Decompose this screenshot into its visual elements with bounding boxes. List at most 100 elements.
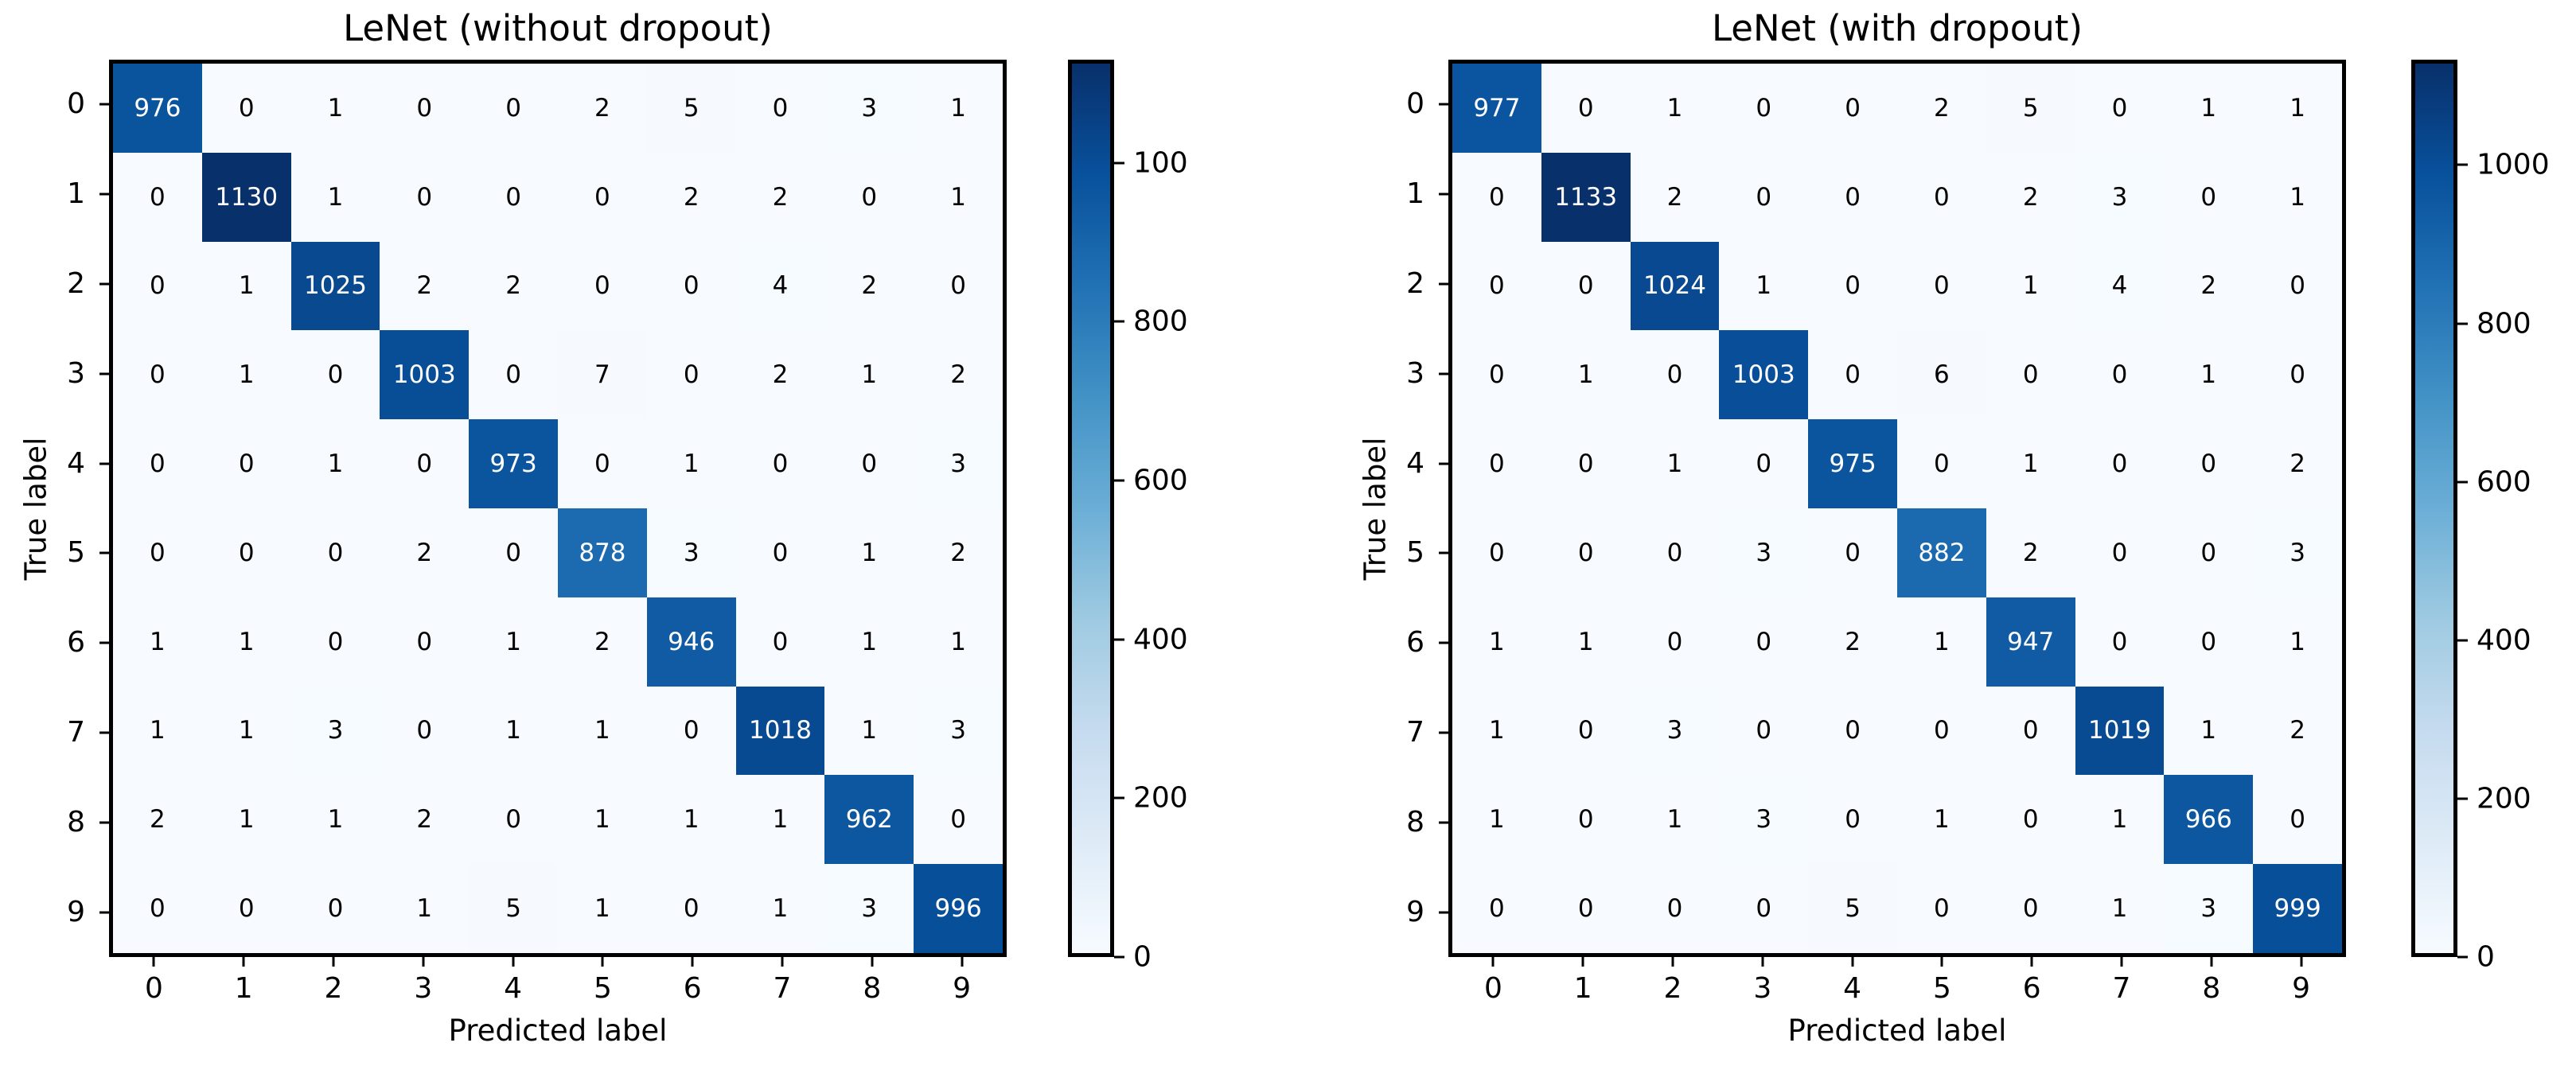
x-axis-tick-labels: 0 1 2 3 4 5 6 7 8 9 <box>109 971 1007 1007</box>
matrix-cell: 1 <box>1541 330 1631 420</box>
y-tick <box>1439 821 1448 824</box>
x-tick-label: 5 <box>593 972 612 1005</box>
matrix-cell: 0 <box>1541 241 1631 331</box>
matrix-cell: 0 <box>290 508 380 597</box>
matrix-cell: 0 <box>1808 508 1897 597</box>
matrix-cell: 966 <box>2164 775 2254 865</box>
y-tick <box>99 641 109 644</box>
matrix-cell: 1025 <box>290 241 380 331</box>
matrix-cell: 1 <box>735 864 825 953</box>
x-tick <box>2120 957 2123 967</box>
matrix-cell: 3 <box>1719 508 1809 597</box>
matrix-cell: 1 <box>1452 775 1541 865</box>
matrix-cell: 1 <box>646 419 736 508</box>
matrix-cell: 0 <box>1452 508 1541 597</box>
heatmap-grid: 977 0 1 0 0 2 5 0 1 1 0 1133 2 0 0 0 2 3 0 1 0 0 1024 1 0 0 1 4 2 0 0 1… <box>1452 64 2342 953</box>
matrix-cell: 0 <box>1630 597 1720 687</box>
x-tick-label: 8 <box>2202 972 2221 1005</box>
x-tick <box>1761 957 1764 967</box>
matrix-cell: 3 <box>914 419 1003 508</box>
matrix-cell: 1 <box>2253 597 2342 687</box>
colorbar-tick-label: 0 <box>1133 940 1152 974</box>
colorbar-tick-label: 800 <box>1133 305 1188 338</box>
matrix-cell: 1 <box>290 419 380 508</box>
matrix-cell: 6 <box>1897 330 1986 420</box>
matrix-cell: 0 <box>735 508 825 597</box>
y-tick <box>99 911 109 914</box>
matrix-cell: 0 <box>1719 152 1809 242</box>
matrix-cell: 1 <box>201 686 291 776</box>
y-tick-label: 7 <box>1406 716 1424 749</box>
y-tick <box>99 821 109 824</box>
matrix-cell: 0 <box>1541 686 1631 776</box>
matrix-cell: 2 <box>113 775 202 865</box>
matrix-cell: 0 <box>1808 64 1897 153</box>
colorbar-tick <box>2457 639 2468 642</box>
y-tick-label: 8 <box>67 805 85 838</box>
x-tick-label: 4 <box>1843 972 1862 1005</box>
matrix-cell: 0 <box>201 508 291 597</box>
x-tick <box>1671 957 1674 967</box>
y-tick-label: 5 <box>1406 536 1424 570</box>
matrix-cell: 2 <box>735 330 825 420</box>
matrix-cell: 0 <box>1986 686 2075 776</box>
matrix-cell: 2 <box>735 152 825 242</box>
matrix-cell: 0 <box>469 508 558 597</box>
matrix-cell: 0 <box>2164 419 2254 508</box>
matrix-cell: 0 <box>201 419 291 508</box>
matrix-cell: 1 <box>1630 775 1720 865</box>
matrix-cell: 0 <box>1808 152 1897 242</box>
y-tick <box>99 372 109 375</box>
x-tick <box>601 957 604 967</box>
matrix-cell: 0 <box>1541 864 1631 953</box>
y-tick-label: 1 <box>1406 177 1424 211</box>
y-tick <box>99 193 109 196</box>
matrix-cell: 1 <box>1541 597 1631 687</box>
matrix-cell: 1 <box>1452 597 1541 687</box>
y-tick-label: 4 <box>67 446 85 480</box>
x-tick-label: 1 <box>1573 972 1592 1005</box>
x-tick <box>242 957 245 967</box>
x-tick-label: 4 <box>504 972 523 1005</box>
colorbar-ticks <box>2457 60 2468 959</box>
matrix-cell: 0 <box>1897 152 1986 242</box>
x-tick-label: 2 <box>1663 972 1682 1005</box>
matrix-cell: 0 <box>2253 775 2342 865</box>
matrix-cell: 1 <box>1897 597 1986 687</box>
y-tick-label: 4 <box>1406 446 1424 480</box>
matrix-cell: 0 <box>558 419 647 508</box>
x-tick-label: 3 <box>414 972 433 1005</box>
x-tick <box>691 957 694 967</box>
colorbar-tick <box>2457 797 2468 800</box>
matrix-cell: 3 <box>914 686 1003 776</box>
matrix-cell: 0 <box>1719 64 1809 153</box>
matrix-cell: 1 <box>2164 330 2254 420</box>
matrix-cell: 0 <box>113 508 202 597</box>
matrix-cell: 2 <box>914 508 1003 597</box>
matrix-cell: 2 <box>558 64 647 153</box>
matrix-cell: 0 <box>1719 864 1809 953</box>
x-tick-label: 0 <box>1483 972 1502 1005</box>
colorbar-tick-label: 600 <box>1133 464 1188 497</box>
matrix-cell: 0 <box>2253 241 2342 331</box>
y-axis-tick-labels: 0 1 2 3 4 5 6 7 8 9 <box>1345 60 1424 957</box>
matrix-cell: 1 <box>558 686 647 776</box>
matrix-cell: 1 <box>558 864 647 953</box>
matrix-cell: 1 <box>914 64 1003 153</box>
x-tick <box>2210 957 2213 967</box>
heatmap-grid: 976 0 1 0 0 2 5 0 3 1 0 1130 1 0 0 0 2 2 0 1 0 1 1025 2 2 0 0 4 2 0 0 1… <box>113 64 1003 953</box>
matrix-cell: 4 <box>735 241 825 331</box>
matrix-cell: 0 <box>1986 864 2075 953</box>
x-axis-ticks <box>109 957 1007 967</box>
matrix-cell: 5 <box>1808 864 1897 953</box>
matrix-cell: 1 <box>201 241 291 331</box>
matrix-cell: 1 <box>1986 419 2075 508</box>
matrix-cell: 1 <box>558 775 647 865</box>
y-tick-label: 1 <box>67 177 85 211</box>
matrix-cell: 1 <box>380 864 470 953</box>
colorbar-tick <box>1114 638 1124 641</box>
matrix-cell: 882 <box>1897 508 1986 597</box>
y-tick <box>1439 282 1448 286</box>
matrix-cell: 977 <box>1452 64 1541 153</box>
matrix-cell: 1 <box>824 508 914 597</box>
